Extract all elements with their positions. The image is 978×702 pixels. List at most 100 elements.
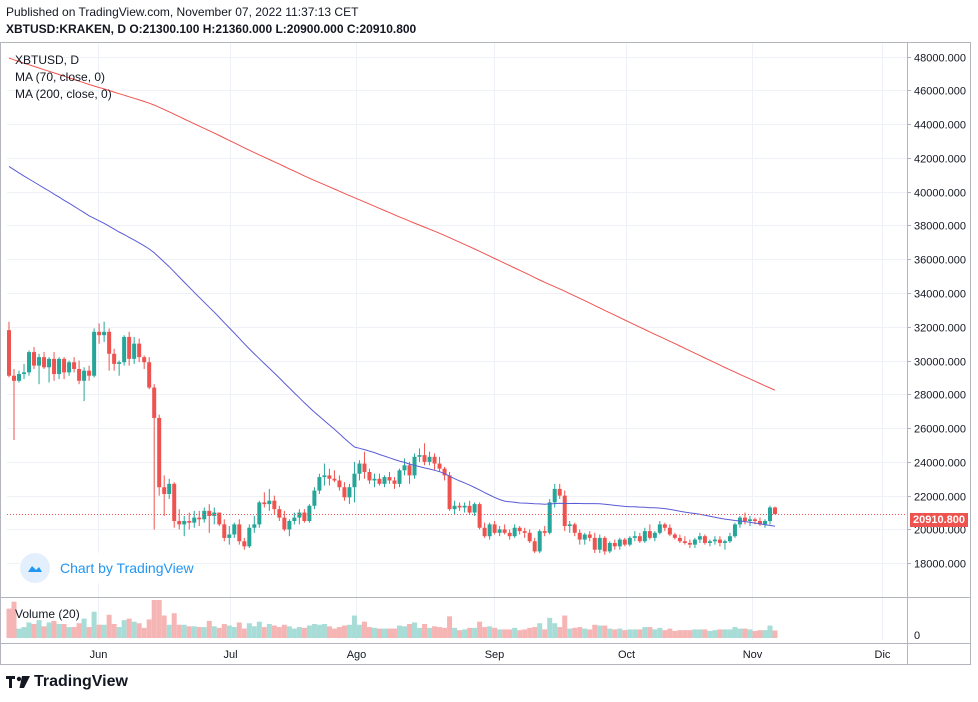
time-tick-label: Jul xyxy=(223,649,237,661)
volume-bar xyxy=(321,624,327,638)
volume-bar xyxy=(251,626,257,638)
volume-bar xyxy=(462,629,468,638)
volume-bar xyxy=(136,623,142,638)
volume-bar xyxy=(331,628,337,638)
candle-body xyxy=(477,504,482,528)
candle-body xyxy=(297,512,302,518)
volume-bar xyxy=(6,608,12,638)
time-tick-label: Dic xyxy=(875,649,891,661)
volume-bar xyxy=(286,626,292,638)
volume-bar xyxy=(632,629,638,638)
time-tick-label: Nov xyxy=(743,649,763,661)
volume-bar xyxy=(612,629,618,638)
volume-bar xyxy=(266,624,272,638)
legend-ma70[interactable]: MA (70, close, 0) xyxy=(15,70,106,84)
candle-body xyxy=(112,353,117,364)
time-tick-label: Sep xyxy=(485,649,505,661)
candle-body xyxy=(27,352,32,373)
volume-bar xyxy=(662,630,668,638)
volume-bar xyxy=(196,627,202,638)
legend-ma200[interactable]: MA (200, close, 0) xyxy=(15,87,112,101)
volume-bar xyxy=(61,624,67,638)
candle-body xyxy=(217,512,222,525)
volume-bar xyxy=(341,625,347,638)
volume-bar xyxy=(31,624,37,638)
volume-bar xyxy=(71,627,77,638)
header-symbol: XBTUSD:KRAKEN, D xyxy=(6,22,126,36)
symbol-ohlc-line: XBTUSD:KRAKEN, D O:21300.100 H:21360.000… xyxy=(6,21,416,38)
candle-body xyxy=(617,539,622,547)
candle-body xyxy=(257,502,262,525)
candle-body xyxy=(322,475,327,478)
candle-body xyxy=(752,519,757,521)
volume-bar xyxy=(226,625,232,638)
volume-bar xyxy=(627,629,633,638)
candle-body xyxy=(452,505,457,510)
candle-body xyxy=(52,358,57,375)
volume-bar xyxy=(742,628,748,638)
volume-bar xyxy=(66,627,72,638)
candle-body xyxy=(592,537,597,550)
volume-bar xyxy=(121,620,127,638)
candle-body xyxy=(247,527,252,547)
candle-body xyxy=(527,532,532,542)
candle-body xyxy=(57,358,62,375)
candle-body xyxy=(457,505,462,508)
volume-bar xyxy=(412,622,418,638)
candle-body xyxy=(362,463,367,473)
volume-bar xyxy=(166,624,172,638)
footer-brand-text: TradingView xyxy=(34,673,128,690)
candle-body xyxy=(127,336,132,359)
volume-legend[interactable]: Volume (20) xyxy=(15,607,80,621)
candle-body xyxy=(712,539,717,542)
volume-bar xyxy=(682,630,688,638)
cloud-icon xyxy=(20,553,50,583)
volume-bar xyxy=(256,621,262,638)
volume-bar xyxy=(236,622,242,638)
footer-brand[interactable]: TradingView xyxy=(6,673,128,691)
volume-bar xyxy=(647,627,653,638)
volume-bar xyxy=(452,627,458,638)
candle-body xyxy=(92,331,97,376)
candle-body xyxy=(67,362,72,373)
volume-bar xyxy=(532,627,538,638)
volume-bar xyxy=(11,601,17,638)
candle-body xyxy=(517,527,522,532)
volume-bar xyxy=(181,624,187,638)
candle-body xyxy=(262,502,267,505)
volume-bar xyxy=(617,628,623,638)
candle-body xyxy=(722,541,727,543)
price-tick-label: 42000.000 xyxy=(914,154,966,166)
time-tick-label: Jun xyxy=(90,649,108,661)
chart-by-tradingview[interactable]: Chart by TradingView xyxy=(20,553,194,583)
volume-bar xyxy=(16,628,22,638)
volume-bar xyxy=(447,616,453,638)
volume-bar xyxy=(216,627,222,638)
candle-body xyxy=(22,372,27,375)
volume-bar xyxy=(356,624,362,638)
candle-body xyxy=(272,500,277,510)
volume-bar xyxy=(557,627,563,638)
tradingview-logo-icon xyxy=(6,676,30,688)
volume-bar xyxy=(36,620,42,638)
legend-symbol[interactable]: XBTUSD, D xyxy=(15,53,80,67)
volume-bar xyxy=(457,630,463,638)
volume-bar xyxy=(106,614,112,638)
volume-bar xyxy=(336,627,342,638)
volume-bar xyxy=(572,627,578,638)
volume-bar xyxy=(672,630,678,638)
candle-body xyxy=(637,536,642,542)
candle-body xyxy=(672,534,677,538)
volume-bar xyxy=(657,627,663,638)
candle-body xyxy=(82,370,87,381)
volume-bar xyxy=(542,629,548,638)
candle-body xyxy=(557,488,562,496)
volume-bar xyxy=(211,626,217,638)
volume-bar xyxy=(477,621,483,638)
candle-body xyxy=(12,375,17,381)
volume-bar xyxy=(737,628,743,638)
candle-body xyxy=(242,541,247,547)
candle-body xyxy=(682,541,687,543)
volume-bar xyxy=(517,630,523,638)
